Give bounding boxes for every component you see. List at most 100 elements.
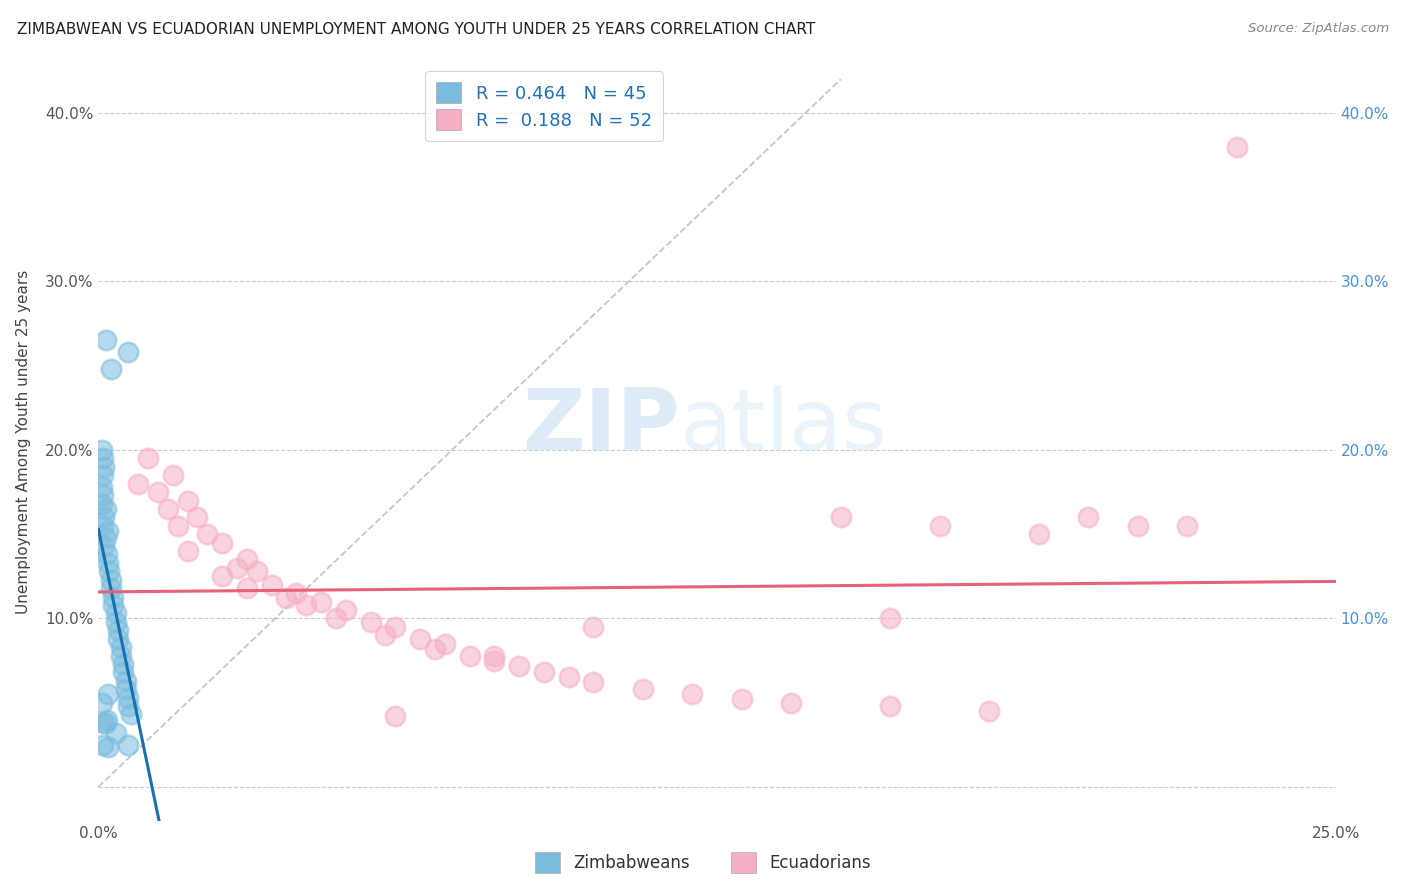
Point (104, 607, 127, 621)
Point (176, 544, 198, 558)
Point (508, 658, 530, 673)
Point (162, 468, 184, 483)
Point (211, 569, 233, 583)
Point (731, 692, 754, 706)
Point (236, 552, 259, 566)
Point (112, 665, 135, 680)
Point (104, 615, 127, 629)
Point (156, 502, 179, 516)
Point (91, 696, 114, 710)
Point (295, 598, 318, 612)
Point (103, 598, 125, 612)
Point (582, 675, 605, 690)
Point (117, 690, 139, 705)
Point (830, 510, 852, 524)
Point (335, 603, 357, 617)
Point (260, 578, 283, 592)
Point (93, 738, 115, 752)
Point (100, 362, 122, 376)
Point (94, 502, 117, 516)
Point (91, 442, 114, 457)
Point (484, 648, 506, 663)
Point (114, 673, 136, 688)
Point (384, 620, 406, 634)
Point (117, 738, 139, 752)
Point (91, 488, 114, 502)
Point (91, 480, 114, 494)
Point (276, 591, 298, 606)
Point (979, 704, 1001, 718)
Point (484, 654, 506, 668)
Point (186, 510, 208, 524)
Point (104, 726, 127, 740)
Point (93, 468, 115, 483)
Point (458, 648, 481, 663)
Point (557, 670, 579, 684)
Point (93, 539, 115, 553)
Point (1077, 510, 1099, 524)
Point (285, 586, 308, 600)
Point (93, 518, 115, 533)
Point (110, 648, 132, 663)
Point (1175, 518, 1198, 533)
Point (879, 611, 901, 625)
Point (90, 497, 112, 511)
Point (100, 581, 122, 595)
Point (409, 632, 432, 646)
Point (246, 564, 269, 578)
Point (928, 518, 950, 533)
Point (631, 682, 654, 697)
Y-axis label: Unemployment Among Youth under 25 years: Unemployment Among Youth under 25 years (17, 269, 31, 614)
Point (146, 485, 169, 500)
Point (103, 590, 125, 604)
Point (97, 524, 120, 538)
Point (211, 535, 233, 549)
Point (117, 345, 139, 359)
Text: ZIP: ZIP (522, 384, 681, 468)
Point (127, 476, 149, 491)
Point (100, 573, 122, 587)
Legend: Zimbabweans, Ecuadorians: Zimbabweans, Ecuadorians (529, 846, 877, 880)
Point (93, 451, 115, 466)
Point (93, 715, 115, 730)
Point (582, 620, 605, 634)
Point (94, 531, 117, 545)
Point (117, 699, 139, 714)
Point (176, 493, 198, 508)
Point (236, 581, 259, 595)
Point (107, 632, 129, 646)
Point (97, 739, 120, 754)
Point (879, 699, 901, 714)
Point (433, 637, 456, 651)
Point (112, 657, 135, 671)
Point (1028, 527, 1050, 541)
Point (1226, 139, 1249, 153)
Point (93, 510, 115, 524)
Point (96, 548, 118, 562)
Point (533, 665, 555, 680)
Point (93, 459, 115, 474)
Point (94, 334, 117, 348)
Point (97, 556, 120, 570)
Point (195, 527, 218, 541)
Point (226, 561, 249, 575)
Point (166, 518, 188, 533)
Point (374, 628, 396, 642)
Text: ZIMBABWEAN VS ECUADORIAN UNEMPLOYMENT AMONG YOUTH UNDER 25 YEARS CORRELATION CHA: ZIMBABWEAN VS ECUADORIAN UNEMPLOYMENT AM… (17, 22, 815, 37)
Text: Source: ZipAtlas.com: Source: ZipAtlas.com (1249, 22, 1389, 36)
Point (384, 709, 406, 723)
Point (309, 594, 332, 608)
Legend: R = 0.464   N = 45, R =  0.188   N = 52: R = 0.464 N = 45, R = 0.188 N = 52 (425, 71, 662, 141)
Point (1126, 518, 1149, 533)
Point (780, 696, 803, 710)
Point (114, 682, 136, 697)
Point (325, 611, 347, 625)
Point (681, 687, 703, 701)
Point (94, 715, 117, 730)
Point (97, 687, 120, 701)
Point (98, 564, 121, 578)
Point (423, 641, 446, 656)
Text: atlas: atlas (681, 384, 889, 468)
Point (120, 707, 142, 722)
Point (360, 615, 382, 629)
